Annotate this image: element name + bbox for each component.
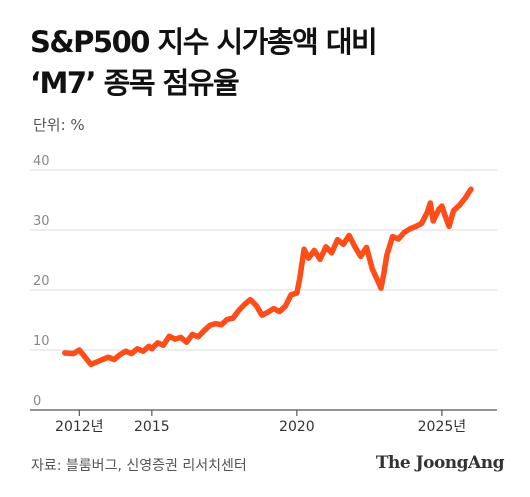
- x-tick-label-2: 2020: [279, 419, 315, 435]
- x-tick-label-3: 2025년: [418, 419, 467, 435]
- y-tick-label-40: 40: [33, 154, 50, 169]
- series-layer: [62, 186, 474, 368]
- chart-title-line2: ‘M7’ 종목 점유율: [30, 66, 240, 100]
- y-tick-label-0: 0: [33, 394, 41, 409]
- y-axis-tick-labels: 0 10 20 30 40: [33, 154, 50, 409]
- y-tick-label-10: 10: [33, 334, 50, 349]
- y-tick-label-20: 20: [33, 274, 50, 289]
- source-note: 자료: 블룸버그, 신영증권 리서치센터: [31, 458, 247, 474]
- chart-title: S&P500 지수 시가총액 대비 ‘M7’ 종목 점유율: [30, 22, 378, 104]
- unit-label: 단위: %: [33, 116, 85, 134]
- publisher-logo: The JoongAng: [375, 453, 505, 473]
- x-tick-label-0: 2012년: [55, 419, 104, 435]
- series-line-0: [62, 186, 474, 368]
- gridlines: [30, 169, 497, 351]
- chart-title-line1: S&P500 지수 시가총액 대비: [30, 25, 378, 59]
- x-axis-ticks: 2012년 2015 2020 2025년: [55, 410, 466, 435]
- x-tick-label-1: 2015: [134, 419, 170, 435]
- y-tick-label-30: 30: [33, 214, 50, 229]
